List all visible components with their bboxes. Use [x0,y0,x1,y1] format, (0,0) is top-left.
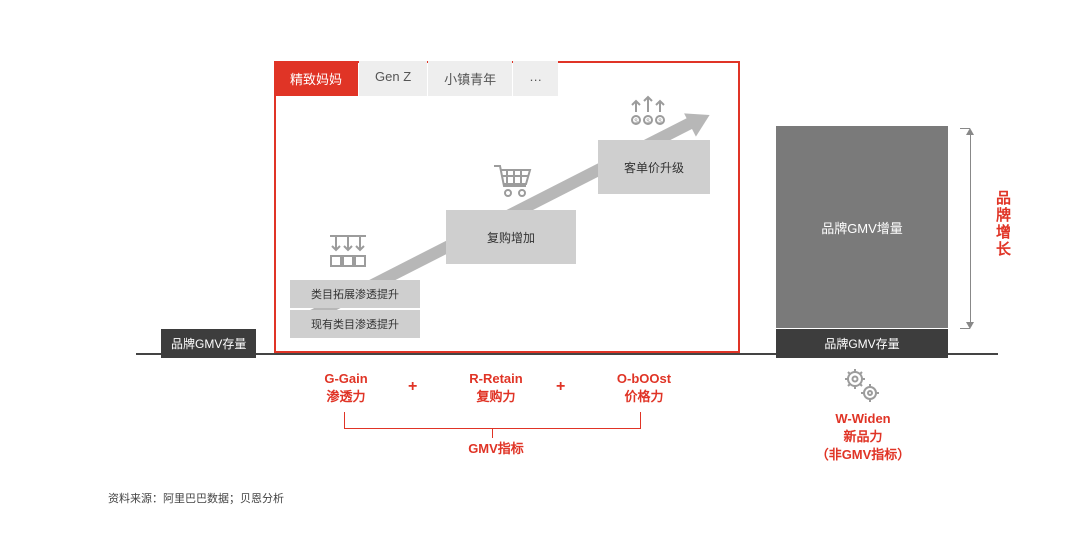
g-gain-label: G-Gain 渗透力 [306,370,386,406]
source-note: 资料来源：阿里巴巴数据；贝恩分析 [108,490,284,506]
gears-icon [840,365,884,405]
brace-tick-top [960,128,970,129]
flow-icon [326,230,370,270]
o-title: O-bOOst [617,371,671,386]
brace-line [970,134,971,322]
brace-arrow-up [966,128,974,135]
right-gmv-stock-tag: 品牌GMV存量 [776,329,948,358]
cart-icon [490,160,534,200]
plus-2: + [556,378,565,396]
stage-repurchase: 复购增加 [446,210,576,264]
w-sub: 新品力 [843,429,882,444]
o-boost-label: O-bOOst 价格力 [604,370,684,406]
r-title: R-Retain [469,371,522,386]
tab-town-youth[interactable]: 小镇青年 [428,61,512,96]
r-retain-label: R-Retain 复购力 [456,370,536,406]
o-sub: 价格力 [624,389,663,404]
gmv-increment-column: 品牌GMV增量 [776,126,948,328]
w-title: W-Widen [835,411,890,426]
w-widen-label: W-Widen 新品力 （非GMV指标） [808,410,918,465]
tab-refined-mom[interactable]: 精致妈妈 [274,61,358,96]
brand-growth-label: 品牌增长 [992,190,1013,258]
bracket-right-v [640,412,641,428]
bracket-drop [492,428,493,438]
growth-icon: $ $ $ [626,90,676,130]
stage-aov-upgrade: 客单价升级 [598,140,710,194]
plus-1: + [408,378,417,396]
w-note: （非GMV指标） [816,447,911,462]
bracket-left-v [344,412,345,428]
gmv-metric-label: GMV指标 [456,440,536,458]
diagram-canvas: 精致妈妈 Gen Z 小镇青年 … 类目拓展渗透提升 现有类目渗透提升 复购增加… [0,0,1080,536]
stage-category-existing: 现有类目渗透提升 [290,310,420,338]
stage-category-expand: 类目拓展渗透提升 [290,280,420,308]
brace-tick-bottom [960,328,970,329]
r-sub: 复购力 [476,389,515,404]
tab-gen-z[interactable]: Gen Z [359,61,427,96]
left-gmv-stock-tag: 品牌GMV存量 [161,329,256,358]
tab-more[interactable]: … [513,61,558,96]
g-sub: 渗透力 [326,389,365,404]
tab-strip: 精致妈妈 Gen Z 小镇青年 … [274,61,559,96]
g-title: G-Gain [324,371,367,386]
